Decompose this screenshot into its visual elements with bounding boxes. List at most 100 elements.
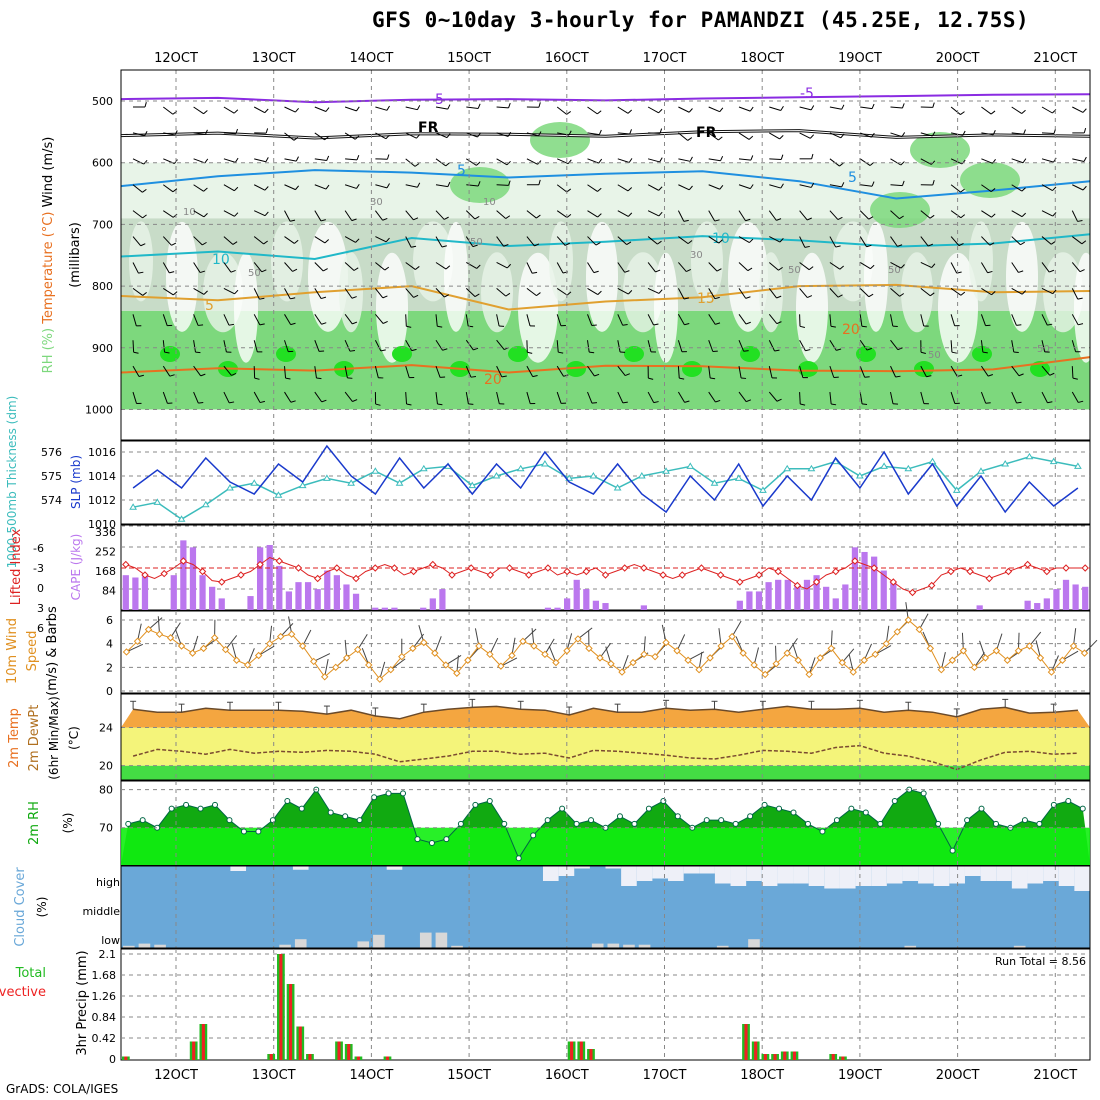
wind-barb — [496, 184, 509, 186]
rh-marker — [226, 817, 233, 824]
rh-marker — [457, 820, 464, 827]
wind-barb — [950, 262, 958, 274]
wind-barb — [1041, 365, 1051, 376]
thickness-axis-label: 1000-500mb Thickness (dm) — [5, 396, 19, 569]
wind-barb-flag — [501, 375, 507, 378]
wind-barb-flag — [264, 186, 269, 191]
wind-speed-marker — [607, 660, 615, 668]
date-tick-bottom: 16OCT — [545, 1068, 589, 1083]
wind-barb-flag — [474, 216, 480, 220]
wind-barb — [1011, 391, 1018, 404]
wind-barb — [587, 210, 598, 218]
wind-barb — [829, 365, 835, 378]
wind-barb — [920, 262, 932, 269]
wind-barb — [617, 132, 630, 135]
low-cloud-bar — [435, 932, 448, 948]
cape-bar — [333, 575, 340, 610]
wind-barb — [223, 340, 227, 353]
isotherm-line — [120, 283, 1091, 311]
low-cloud-bar — [138, 943, 151, 948]
wind-barb-flag — [931, 160, 936, 165]
wind-barb — [890, 236, 898, 247]
wind-barb — [223, 262, 232, 273]
wind-barb-flag — [1072, 377, 1078, 380]
temp-tick-label: 24 — [99, 721, 113, 734]
surface-wind-barb — [148, 617, 163, 630]
surface-wind-barb — [808, 657, 816, 675]
contour-label: -5 — [430, 92, 444, 108]
surface-wind-barb — [522, 628, 537, 642]
wind-barb — [708, 236, 720, 244]
wind-barb — [890, 132, 903, 138]
wind-speed-marker — [188, 649, 197, 657]
surface-wind-barb — [605, 646, 612, 664]
wind-barb — [1011, 106, 1023, 114]
wind-barb — [647, 391, 655, 403]
wind-barb-flag — [505, 292, 511, 297]
low-cloud-bar — [294, 939, 307, 948]
li-marker — [793, 581, 802, 590]
wind-barb-flag — [861, 325, 867, 328]
ylabel-part: RH (%) — [41, 328, 56, 373]
wind-barb — [344, 366, 348, 379]
wind-barb — [375, 184, 388, 189]
contour-label: 50 — [470, 237, 483, 248]
rh-marker — [559, 805, 566, 812]
li-marker — [812, 578, 821, 586]
wind-barb-flag — [1079, 269, 1085, 273]
cape-bar — [391, 607, 398, 610]
contour-label: 5 — [205, 298, 214, 314]
cape-bar — [304, 582, 312, 610]
wind-barb — [405, 314, 407, 327]
wind-barb — [435, 262, 447, 270]
rh-tick-label: 80 — [99, 784, 113, 797]
wind-barb-flag — [809, 134, 815, 139]
wind-barb — [375, 132, 387, 140]
rh-saturated-blob — [798, 360, 818, 377]
wind-barb-flag — [659, 157, 663, 163]
wind-barb — [163, 210, 174, 218]
wind-barb — [375, 288, 384, 299]
date-tick-top: 21OCT — [1033, 51, 1077, 66]
wind-barb-flag — [1083, 156, 1087, 162]
wind-barb-flag — [321, 322, 327, 325]
wind-barb — [950, 365, 958, 377]
wind-barb — [405, 288, 414, 298]
wind-barb — [677, 210, 685, 222]
wind-barb — [890, 339, 899, 350]
wind-barb — [284, 391, 292, 403]
surface-wind-barb — [192, 635, 199, 654]
wind-barb — [860, 184, 873, 187]
wind-barb-flag — [866, 347, 872, 351]
wind-barb — [617, 287, 629, 295]
precip-convective-bar — [763, 1054, 767, 1060]
wind-barb-flag — [961, 159, 966, 165]
rh-pocket — [691, 221, 723, 302]
wind-speed-marker — [398, 652, 406, 661]
wind-barb — [345, 158, 358, 161]
thickness-tick-label: 574 — [41, 494, 62, 507]
high-cloud-gap — [824, 866, 840, 889]
wind-barb-flag — [628, 290, 633, 295]
wind-barb — [920, 314, 925, 327]
li-marker — [486, 571, 495, 579]
high-cloud-gap — [292, 866, 309, 870]
wind-barb-flag — [354, 135, 360, 140]
wind-barb-flag — [442, 348, 448, 351]
wind-barb-flag — [205, 129, 208, 135]
wind-barb-flag — [627, 187, 633, 192]
wind-barb — [769, 236, 781, 243]
temp-frame — [120, 693, 1091, 781]
wind-barb — [981, 158, 993, 164]
rh-marker — [183, 801, 190, 808]
rh-marker — [949, 847, 956, 854]
wind-barb-flag — [233, 109, 239, 114]
wind-barb — [799, 106, 812, 111]
date-tick-top: 12OCT — [154, 51, 198, 66]
wind-barb — [768, 340, 776, 352]
wind-barb-flag — [538, 131, 542, 137]
wind-barb-flag — [901, 180, 905, 186]
wind-barb-flag — [748, 135, 754, 140]
slp-axis-label: SLP (mb) — [69, 455, 83, 509]
temp-axis-label-3: (6hr Min/Max) — [47, 696, 61, 780]
